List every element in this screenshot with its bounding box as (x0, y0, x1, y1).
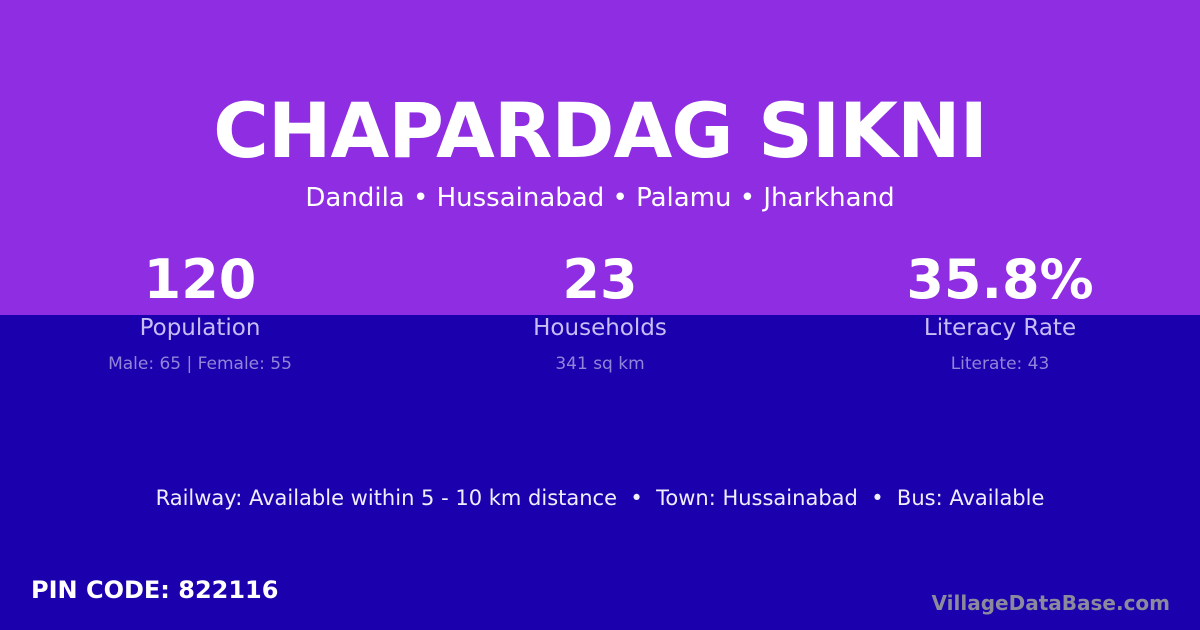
stat-label: Population (139, 315, 261, 341)
brand-logo: VillageDataBase.com (931, 591, 1170, 615)
header-band (0, 0, 1200, 315)
village-name: CHAPARDAG SIKNI (213, 86, 988, 175)
stat-label: Literacy Rate (923, 315, 1077, 341)
stat-value: 120 (143, 248, 257, 311)
stat-households: 23 Households 341 sq km (400, 0, 800, 630)
village-location: Dandila • Hussainabad • Palamu • Jharkha… (305, 183, 895, 213)
stat-detail: 341 sq km (555, 354, 645, 374)
stat-detail: Literate: 43 (950, 354, 1050, 374)
transport-info: Railway: Available within 5 - 10 km dist… (155, 486, 1045, 510)
stat-value: 35.8% (906, 248, 1094, 311)
stat-population: 120 Population Male: 65 | Female: 55 (0, 0, 400, 630)
stat-value: 23 (562, 248, 638, 311)
stat-detail: Male: 65 | Female: 55 (108, 354, 292, 374)
pin-code: PIN CODE: 822116 (31, 576, 279, 604)
stat-literacy: 35.8% Literacy Rate Literate: 43 (800, 0, 1200, 630)
stat-label: Households (533, 315, 667, 341)
